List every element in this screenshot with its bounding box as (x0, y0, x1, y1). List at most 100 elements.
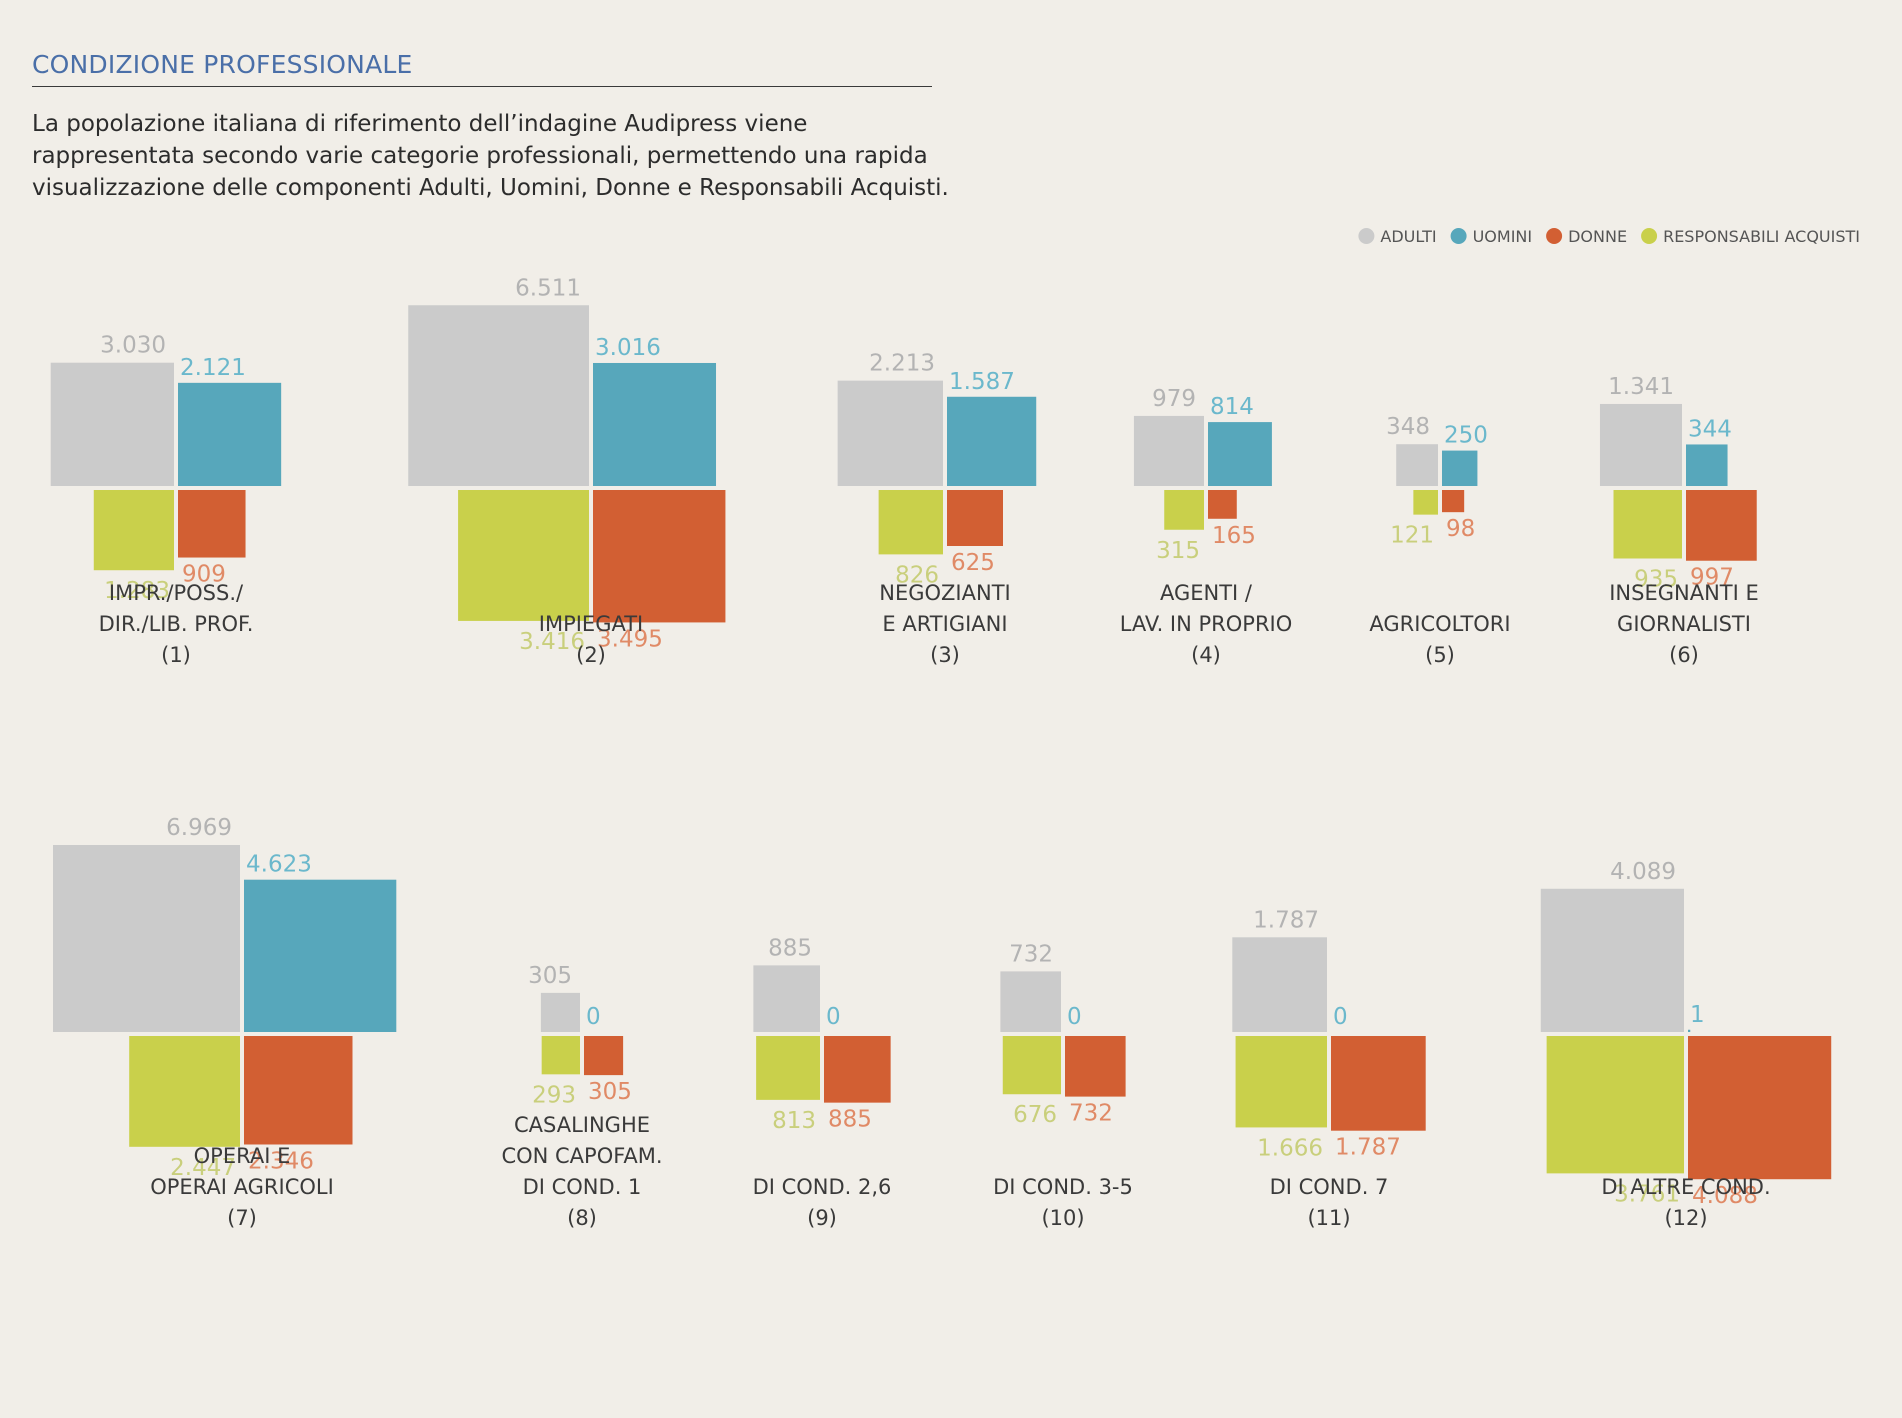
cat1-donne-square (178, 490, 246, 558)
cat9-uomini-label: 0 (826, 1004, 841, 1030)
cat1-adulti-square (50, 362, 174, 486)
cat9-donne-label: 885 (828, 1107, 872, 1133)
cat9-category-label-1: (9) (807, 1206, 837, 1230)
cat1-category-label-2: (1) (161, 643, 191, 667)
cat11-category-label-1: (11) (1307, 1206, 1350, 1230)
cat8-category-label-2: DI COND. 1 (523, 1175, 642, 1199)
cat8-category-label-1: CON CAPOFAM. (501, 1144, 662, 1168)
cat12-donne-square (1688, 1036, 1832, 1180)
cat7-responsabili-label: 2.447 (170, 1155, 236, 1181)
cat4-category-label-2: (4) (1191, 643, 1221, 667)
cat5-donne-square (1442, 490, 1465, 513)
cat5-responsabili-label: 121 (1390, 523, 1434, 549)
cat12-responsabili-label: 3.761 (1614, 1181, 1680, 1207)
cat6-category-label-2: (6) (1669, 643, 1699, 667)
cat7-responsabili-square (129, 1036, 240, 1147)
cat8-uomini-label: 0 (586, 1004, 601, 1030)
legend-swatch-uomini (1450, 228, 1467, 244)
intro-text: La popolazione italiana di riferimento d… (32, 111, 949, 201)
cat2-donne-square (593, 490, 726, 623)
cat9-adulti-square (753, 965, 820, 1032)
cat11-responsabili-square (1235, 1036, 1327, 1128)
cat9-category-label-0: DI COND. 2,6 (753, 1175, 892, 1199)
cat4-responsabili-square (1164, 490, 1204, 530)
cat12-responsabili-square (1546, 1036, 1684, 1174)
cat10-adulti-square (1000, 971, 1061, 1032)
cat5-category-label-0: AGRICOLTORI (1369, 612, 1510, 636)
cat1-uomini-label: 2.121 (180, 355, 246, 381)
cat2-adulti-label: 6.511 (515, 275, 581, 301)
cat6-uomini-square (1686, 444, 1728, 486)
cat12-adulti-label: 4.089 (1610, 859, 1676, 885)
cat10-responsabili-label: 676 (1013, 1102, 1057, 1128)
cat4-responsabili-label: 315 (1156, 538, 1200, 564)
cat8-responsabili-square (541, 1036, 580, 1075)
cat4-donne-label: 165 (1212, 523, 1256, 549)
cat1-responsabili-square (93, 490, 174, 571)
legend-label-uomini: UOMINI (1473, 227, 1533, 246)
cat2-uomini-square (593, 362, 717, 486)
legend-label-donne: DONNE (1568, 227, 1627, 246)
legend-swatch-donne (1546, 228, 1563, 244)
cat6-adulti-label: 1.341 (1608, 374, 1674, 400)
cat12-uomini-label: 1 (1690, 1002, 1705, 1028)
cat12-category-label-0: DI ALTRE COND. (1601, 1175, 1770, 1199)
cat6-uomini-label: 344 (1688, 416, 1732, 442)
cat9-responsabili-label: 813 (772, 1108, 816, 1134)
cat12-adulti-square (1540, 888, 1684, 1032)
cat3-donne-label: 625 (951, 550, 995, 576)
cat11-donne-label: 1.787 (1335, 1135, 1401, 1161)
cat3-responsabili-label: 826 (895, 562, 939, 588)
cat6-responsabili-label: 935 (1634, 566, 1678, 592)
cat10-uomini-label: 0 (1067, 1004, 1082, 1030)
cat6-category-label-1: GIORNALISTI (1617, 612, 1751, 636)
cat10-donne-label: 732 (1069, 1101, 1113, 1127)
cat2-adulti-square (408, 305, 589, 486)
cat7-category-label-1: OPERAI AGRICOLI (150, 1175, 334, 1199)
cat5-uomini-label: 250 (1444, 423, 1488, 449)
cat11-uomini-label: 0 (1333, 1004, 1348, 1030)
cat11-adulti-label: 1.787 (1253, 907, 1319, 933)
cat2-donne-label: 3.495 (597, 626, 663, 652)
cat5-adulti-label: 348 (1386, 414, 1430, 440)
cat7-adulti-label: 6.969 (166, 815, 232, 841)
cat7-donne-label: 2.346 (248, 1148, 314, 1174)
cat3-uomini-square (947, 396, 1037, 486)
cat1-category-label-0: IMPR./POSS./ (109, 581, 244, 605)
cat9-adulti-label: 885 (768, 935, 812, 961)
cat5-responsabili-square (1413, 490, 1438, 515)
cat10-donne-square (1065, 1036, 1126, 1097)
cat5-category-label-1: (5) (1425, 643, 1455, 667)
cat5-uomini-square (1442, 450, 1478, 486)
cat1-category-label-1: DIR./LIB. PROF. (99, 612, 254, 636)
cat10-adulti-label: 732 (1009, 941, 1053, 967)
cat7-donne-square (244, 1036, 353, 1145)
legend-swatch-adulti (1358, 228, 1375, 244)
cat3-responsabili-square (878, 490, 943, 555)
page-title: CONDIZIONE PROFESSIONALE (32, 50, 413, 79)
cat6-adulti-square (1599, 403, 1682, 486)
cat11-responsabili-label: 1.666 (1257, 1135, 1323, 1161)
cat10-category-label-1: (10) (1041, 1206, 1084, 1230)
cat7-category-label-2: (7) (227, 1206, 257, 1230)
cat8-responsabili-label: 293 (532, 1082, 576, 1108)
title-divider (32, 86, 932, 87)
cat2-uomini-label: 3.016 (595, 335, 661, 361)
cat8-category-label-3: (8) (567, 1206, 597, 1230)
cat1-uomini-square (178, 382, 282, 486)
cat7-uomini-label: 4.623 (246, 852, 312, 878)
cat10-responsabili-square (1002, 1036, 1061, 1095)
cat4-adulti-square (1133, 415, 1204, 486)
cat2-responsabili-label: 3.416 (519, 629, 585, 655)
cat5-donne-label: 98 (1446, 516, 1475, 542)
cat9-donne-square (824, 1036, 891, 1103)
cat2-category-label-0: IMPIEGATI (539, 612, 643, 636)
cat3-category-label-0: NEGOZIANTI (879, 581, 1010, 605)
cat2-category-label-1: (2) (576, 643, 606, 667)
cat2-responsabili-square (458, 490, 589, 621)
cat8-adulti-square (540, 992, 580, 1032)
cat1-donne-label: 909 (182, 562, 226, 588)
cat11-donne-square (1331, 1036, 1426, 1131)
cat8-donne-square (584, 1036, 624, 1076)
